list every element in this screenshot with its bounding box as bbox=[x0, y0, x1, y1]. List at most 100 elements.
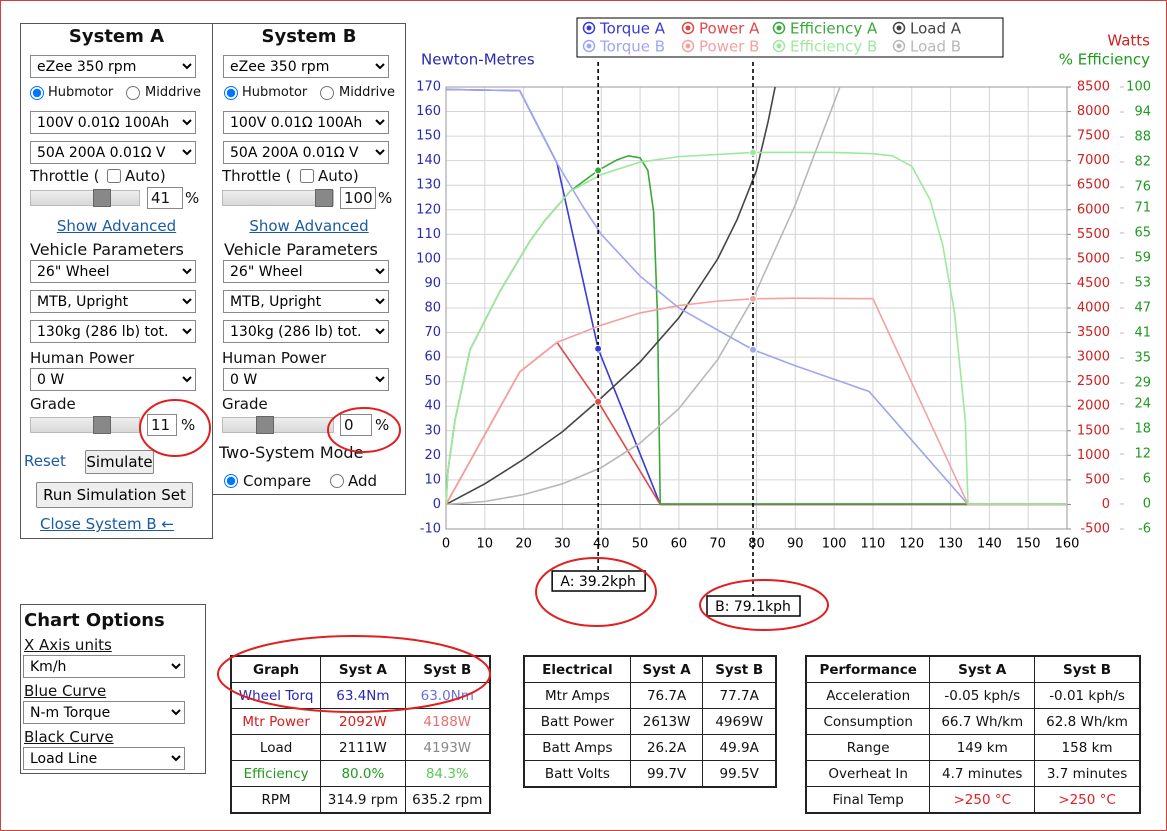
point-marker bbox=[749, 148, 758, 157]
marker-label: B: 79.1kph bbox=[715, 599, 791, 615]
blue-curve-select[interactable]: N-m Torque bbox=[23, 701, 185, 724]
header-row: Performance Syst A Syst B bbox=[805, 655, 1141, 683]
x-tick-label: 10 bbox=[477, 537, 494, 552]
y2-tick-label: 0 bbox=[1102, 497, 1110, 512]
y3-axis-title: % Efficiency bbox=[1059, 51, 1150, 69]
x-tick-label: 140 bbox=[977, 537, 1002, 552]
curve bbox=[445, 86, 776, 506]
human-power-select[interactable]: 0 W bbox=[223, 368, 389, 391]
y3-tick-label: 100 bbox=[1126, 80, 1151, 95]
weight-select[interactable]: 130kg (286 lb) tot. bbox=[223, 320, 389, 343]
slider[interactable] bbox=[222, 189, 334, 207]
plot-frame bbox=[445, 86, 1068, 530]
cell: Overheat In bbox=[805, 760, 931, 787]
cell: 3.7 minutes bbox=[1034, 760, 1141, 787]
legend-icon-dot bbox=[685, 43, 691, 49]
link[interactable]: Show Advanced bbox=[249, 217, 369, 235]
link[interactable]: Show Advanced bbox=[56, 217, 177, 235]
legend-label: Torque A bbox=[599, 20, 666, 38]
label: Human Power bbox=[30, 349, 135, 367]
y3-tick-label: 71 bbox=[1134, 200, 1151, 215]
slider-thumb[interactable] bbox=[256, 416, 274, 434]
radio[interactable] bbox=[224, 474, 238, 488]
row: Final Temp >250 °C >250 °C bbox=[805, 786, 1141, 814]
human-power-select[interactable]: 0 W bbox=[30, 368, 196, 391]
black-curve-select[interactable]: Load Line bbox=[23, 747, 185, 770]
legend-icon-dot bbox=[776, 43, 782, 49]
y3-tick-label: 82 bbox=[1134, 155, 1151, 170]
legend-label: Efficiency A bbox=[790, 20, 878, 38]
x-axis-select[interactable]: Km/h bbox=[23, 655, 185, 678]
x-tick-label: 110 bbox=[861, 537, 886, 552]
input[interactable]: 100 bbox=[340, 187, 376, 209]
y3-tick-label: 59 bbox=[1134, 250, 1151, 265]
radio-label: Add bbox=[348, 472, 378, 490]
row: Batt Amps 26.2A 49.9A bbox=[523, 734, 777, 761]
electrical-table: Electrical Syst A Syst B Mtr Amps 76.7A 77.7A… bbox=[523, 655, 777, 788]
battery-select[interactable]: 100V 0.01Ω 100Ah bbox=[223, 111, 389, 134]
frame-select[interactable]: MTB, Upright bbox=[30, 290, 196, 313]
controller-select[interactable]: 50A 200A 0.01Ω V bbox=[223, 141, 389, 164]
y-tick-label: 150 bbox=[416, 129, 441, 144]
cell: >250 °C bbox=[1034, 786, 1141, 814]
row: Batt Volts 99.7V 99.5V bbox=[523, 760, 777, 788]
cell: Batt Power bbox=[523, 708, 631, 735]
button[interactable]: Run Simulation Set bbox=[36, 482, 193, 508]
slider[interactable] bbox=[222, 416, 334, 434]
system-b-panel bbox=[212, 23, 406, 495]
legend-icon-dot bbox=[896, 25, 902, 31]
motor-select[interactable]: eZee 350 rpm bbox=[30, 55, 196, 78]
y2-tick-label: -500 bbox=[1080, 522, 1110, 537]
x-tick-label: 20 bbox=[515, 537, 532, 552]
cell: Efficiency bbox=[230, 760, 322, 787]
point-marker bbox=[749, 345, 758, 354]
x-tick-label: 100 bbox=[822, 537, 847, 552]
y3-tick-label: 24 bbox=[1134, 396, 1151, 411]
radio[interactable] bbox=[224, 86, 238, 100]
label: Blue Curve bbox=[24, 682, 107, 700]
slider[interactable] bbox=[30, 189, 140, 207]
battery-select[interactable]: 100V 0.01Ω 100Ah bbox=[30, 111, 196, 134]
wheel-select[interactable]: 26" Wheel bbox=[30, 260, 196, 283]
cell: -0.01 kph/s bbox=[1034, 682, 1141, 709]
y2-tick-label: 1000 bbox=[1077, 448, 1110, 463]
heading: Vehicle Parameters bbox=[224, 240, 378, 259]
y2-tick-label: 7000 bbox=[1077, 153, 1110, 168]
radio[interactable] bbox=[320, 86, 334, 100]
checkbox[interactable] bbox=[300, 169, 314, 183]
curve bbox=[445, 88, 1067, 506]
cell: 314.9 rpm bbox=[320, 786, 406, 814]
row: Consumption 66.7 Wh/km 62.8 Wh/km bbox=[805, 708, 1141, 735]
radio[interactable] bbox=[30, 86, 44, 100]
radio-label: Hubmotor bbox=[48, 85, 114, 100]
weight-select[interactable]: 130kg (286 lb) tot. bbox=[30, 320, 196, 343]
slider-thumb[interactable] bbox=[93, 416, 111, 434]
cell: Consumption bbox=[805, 708, 931, 735]
checkbox[interactable] bbox=[107, 169, 121, 183]
motor-select[interactable]: eZee 350 rpm bbox=[223, 55, 389, 78]
y2-tick-label: 3500 bbox=[1077, 325, 1110, 340]
radio[interactable] bbox=[330, 474, 344, 488]
radio[interactable] bbox=[126, 86, 140, 100]
slider-thumb[interactable] bbox=[93, 189, 111, 207]
legend-icon-dot bbox=[685, 25, 691, 31]
reset-link[interactable]: Reset bbox=[24, 452, 66, 470]
y3-tick-label: 88 bbox=[1134, 130, 1151, 145]
wheel-select[interactable]: 26" Wheel bbox=[223, 260, 389, 283]
frame-select[interactable]: MTB, Upright bbox=[223, 290, 389, 313]
row: Acceleration -0.05 kph/s -0.01 kph/s bbox=[805, 682, 1141, 709]
legend-icon-dot bbox=[586, 25, 592, 31]
radio-label: Hubmotor bbox=[242, 85, 308, 100]
header-cell: Syst A bbox=[629, 655, 704, 683]
y3-tick-label: 41 bbox=[1134, 326, 1151, 341]
controller-select[interactable]: 50A 200A 0.01Ω V bbox=[30, 141, 196, 164]
point-marker bbox=[594, 397, 603, 406]
y-axis-title: Newton-Metres bbox=[421, 51, 535, 69]
slider-thumb[interactable] bbox=[315, 189, 333, 207]
link[interactable]: Close System B ← bbox=[40, 515, 174, 533]
y2-tick-label: 7500 bbox=[1077, 129, 1110, 144]
y2-tick-label: 5500 bbox=[1077, 227, 1110, 242]
slider[interactable] bbox=[30, 416, 140, 434]
input[interactable]: 41 bbox=[147, 187, 183, 209]
